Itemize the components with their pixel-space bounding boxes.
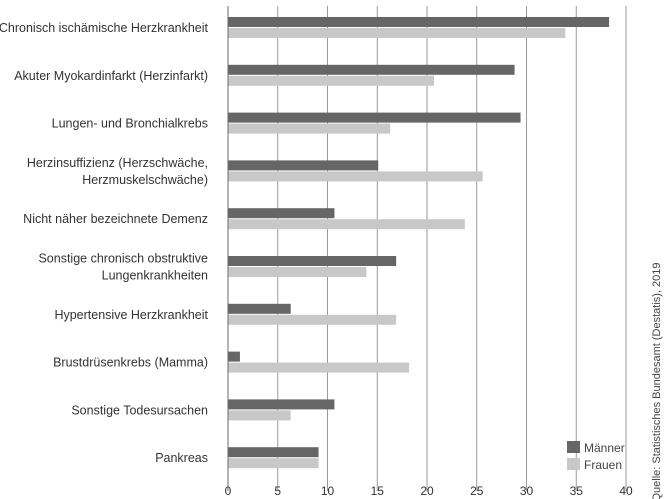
x-tick-label: 35 bbox=[570, 484, 584, 498]
x-tick-label: 5 bbox=[274, 484, 281, 498]
x-tick-label: 20 bbox=[420, 484, 434, 498]
bar-maenner bbox=[228, 399, 335, 410]
legend-swatch bbox=[567, 458, 580, 470]
category-label: Lungen- und Bronchialkrebs bbox=[52, 117, 208, 131]
legend-label: Frauen bbox=[584, 458, 622, 472]
category-label: Herzinsuffizienz (Herzschwäche, bbox=[27, 156, 208, 170]
bar-frauen bbox=[228, 28, 566, 38]
bar-maenner bbox=[228, 256, 397, 266]
legend-label: Männer bbox=[584, 441, 625, 455]
bar-frauen bbox=[228, 458, 319, 469]
x-tick-label: 25 bbox=[470, 484, 484, 498]
category-label: Sonstige Todesursachen bbox=[71, 403, 208, 417]
legend: Männer Frauen bbox=[567, 441, 625, 472]
category-label: Hypertensive Herzkrankheit bbox=[54, 308, 208, 322]
bar-maenner bbox=[228, 351, 240, 362]
bar-frauen bbox=[228, 362, 410, 373]
x-tick-label: 10 bbox=[321, 484, 335, 498]
bar-frauen bbox=[228, 219, 465, 230]
category-label: Akuter Myokardinfarkt (Herzinfarkt) bbox=[14, 69, 208, 83]
category-label: Nicht näher bezeichnete Demenz bbox=[23, 212, 208, 226]
category-label: Herzmuskelschwäche) bbox=[82, 173, 208, 187]
category-label: Lungenkrankheiten bbox=[102, 269, 208, 283]
x-tick-label: 40 bbox=[619, 484, 633, 498]
bar-maenner bbox=[228, 17, 610, 27]
bar-frauen bbox=[228, 267, 367, 277]
bar-frauen bbox=[228, 410, 291, 421]
source-note: Quelle: Statistisches Bundesamt (Destati… bbox=[651, 262, 663, 499]
bar-maenner bbox=[228, 208, 335, 219]
bar-maenner bbox=[228, 160, 379, 171]
bar-maenner bbox=[228, 303, 291, 314]
bar-frauen bbox=[228, 171, 483, 182]
x-tick-label: 15 bbox=[371, 484, 385, 498]
grid-lines bbox=[277, 6, 627, 491]
bar-maenner bbox=[228, 112, 521, 123]
category-label: Chronisch ischämische Herzkrankheit bbox=[0, 21, 209, 35]
x-tick-label: 30 bbox=[520, 484, 534, 498]
bars bbox=[228, 17, 610, 469]
x-axis-ticks: 0510152025303540 bbox=[225, 484, 633, 498]
bar-maenner bbox=[228, 447, 319, 458]
bar-frauen bbox=[228, 75, 434, 86]
bar-frauen bbox=[228, 123, 391, 134]
category-label: Brustdrüsenkrebs (Mamma) bbox=[53, 356, 208, 370]
legend-swatch bbox=[567, 441, 580, 453]
category-labels: Chronisch ischämische Herzkrankheit Akute… bbox=[0, 21, 209, 465]
category-label: Sonstige chronisch obstruktive bbox=[38, 252, 208, 266]
bar-frauen bbox=[228, 314, 397, 325]
bar-maenner bbox=[228, 64, 515, 75]
category-label: Pankreas bbox=[155, 451, 208, 465]
